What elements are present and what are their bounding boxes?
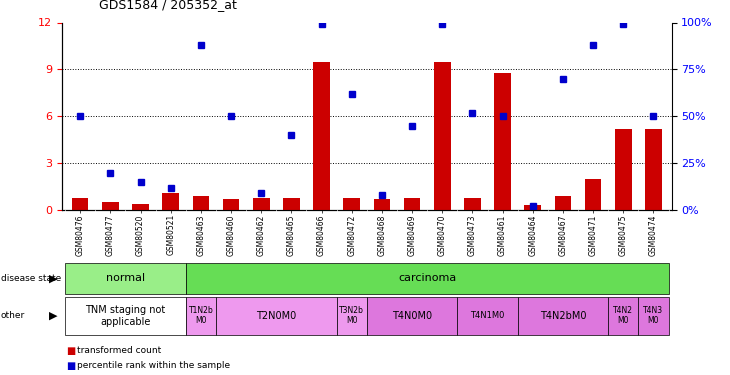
- Text: other: other: [1, 311, 25, 320]
- Text: ■: ■: [66, 346, 75, 355]
- Bar: [283, 198, 300, 210]
- Bar: [464, 198, 481, 210]
- Bar: [72, 198, 88, 210]
- Bar: [193, 196, 210, 210]
- Text: percentile rank within the sample: percentile rank within the sample: [77, 361, 230, 370]
- Text: T4N2bM0: T4N2bM0: [539, 311, 586, 321]
- Bar: [343, 198, 360, 210]
- Text: normal: normal: [106, 273, 145, 284]
- Text: T2N0M0: T2N0M0: [256, 311, 296, 321]
- Bar: [608, 297, 639, 334]
- Text: T4N2
M0: T4N2 M0: [613, 306, 634, 326]
- Text: GDS1584 / 205352_at: GDS1584 / 205352_at: [99, 0, 237, 11]
- Bar: [374, 199, 391, 210]
- Bar: [518, 297, 608, 334]
- Bar: [223, 199, 239, 210]
- Bar: [337, 297, 366, 334]
- Text: transformed count: transformed count: [77, 346, 161, 355]
- Bar: [524, 206, 541, 210]
- Bar: [162, 193, 179, 210]
- Bar: [404, 198, 420, 210]
- Bar: [102, 202, 119, 210]
- Bar: [65, 262, 185, 294]
- Text: ▶: ▶: [49, 311, 58, 321]
- Text: T3N2b
M0: T3N2b M0: [339, 306, 364, 326]
- Bar: [185, 262, 669, 294]
- Bar: [458, 297, 518, 334]
- Bar: [216, 297, 337, 334]
- Text: TNM staging not
applicable: TNM staging not applicable: [85, 305, 166, 327]
- Bar: [434, 62, 450, 210]
- Bar: [639, 297, 669, 334]
- Text: ■: ■: [66, 361, 75, 370]
- Text: T1N2b
M0: T1N2b M0: [188, 306, 213, 326]
- Text: T4N3
M0: T4N3 M0: [643, 306, 664, 326]
- Bar: [132, 204, 149, 210]
- Bar: [494, 72, 511, 210]
- Bar: [185, 297, 216, 334]
- Bar: [555, 196, 572, 210]
- Bar: [645, 129, 662, 210]
- Bar: [366, 297, 458, 334]
- Text: T4N0M0: T4N0M0: [392, 311, 432, 321]
- Text: ▶: ▶: [49, 273, 58, 284]
- Text: disease state: disease state: [1, 274, 61, 283]
- Bar: [253, 198, 269, 210]
- Bar: [615, 129, 631, 210]
- Bar: [585, 179, 602, 210]
- Bar: [313, 62, 330, 210]
- Text: T4N1M0: T4N1M0: [470, 311, 504, 320]
- Text: carcinoma: carcinoma: [398, 273, 456, 284]
- Bar: [65, 297, 185, 334]
